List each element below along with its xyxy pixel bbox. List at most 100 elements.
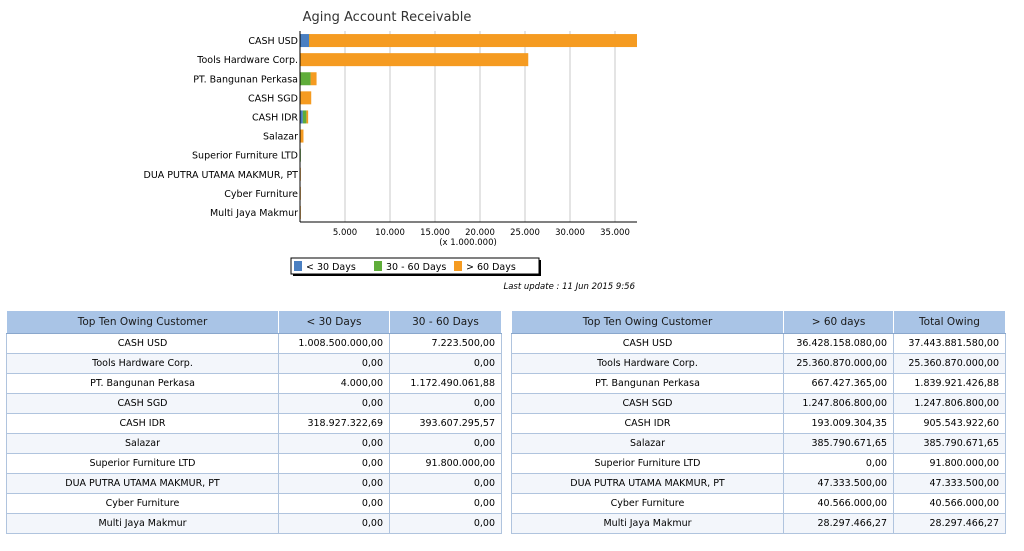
table-row: CASH IDR 318.927.322,69 393.607.295,57: [6, 413, 502, 434]
y-category-label: Superior Furniture LTD: [192, 151, 298, 162]
customer-cell: PT. Bangunan Perkasa: [511, 373, 784, 394]
bar-segment: [309, 34, 637, 48]
customer-cell: Tools Hardware Corp.: [511, 353, 784, 374]
amount-cell: 0,00: [389, 393, 502, 414]
x-tick-label: 15.000: [420, 228, 450, 238]
amount-cell: 47.333.500,00: [783, 473, 894, 494]
table-row: DUA PUTRA UTAMA MAKMUR, PT 0,00 0,00: [6, 473, 502, 494]
bar-segment: [300, 34, 310, 48]
column-header: > 60 days: [783, 310, 894, 334]
customer-cell: CASH IDR: [6, 413, 279, 434]
amount-cell: 1.008.500.000,00: [278, 333, 390, 354]
customer-cell: PT. Bangunan Perkasa: [6, 373, 279, 394]
bar-segment: [300, 91, 312, 105]
x-tick-label: 30.000: [555, 228, 585, 238]
table-row: Salazar 385.790.671,65 385.790.671,65: [511, 433, 1006, 454]
customer-cell: Multi Jaya Makmur: [6, 513, 279, 534]
amount-cell: 40.566.000,00: [783, 493, 894, 514]
amount-cell: 1.247.806.800,00: [893, 393, 1006, 414]
amount-cell: 318.927.322,69: [278, 413, 390, 434]
customer-cell: Salazar: [6, 433, 279, 454]
y-category-label: CASH USD: [248, 36, 298, 47]
table-row: Cyber Furniture 0,00 0,00: [6, 493, 502, 514]
amount-cell: 0,00: [389, 473, 502, 494]
bar-segment: [310, 72, 317, 86]
amount-cell: 193.009.304,35: [783, 413, 894, 434]
customer-cell: Cyber Furniture: [6, 493, 279, 514]
amount-cell: 25.360.870.000,00: [783, 353, 894, 374]
table-row: CASH SGD 1.247.806.800,00 1.247.806.800,00: [511, 393, 1006, 414]
bar-segment: [300, 53, 529, 67]
table-row: CASH USD 1.008.500.000,00 7.223.500,00: [6, 333, 502, 354]
bar-segment: [300, 72, 311, 86]
y-category-label: Cyber Furniture: [224, 189, 298, 200]
x-tick-label: 35.000: [600, 228, 630, 238]
aging-table-right: Top Ten Owing Customer > 60 days Total Owi…: [511, 310, 1006, 534]
amount-cell: 0,00: [389, 433, 502, 454]
customer-cell: CASH SGD: [511, 393, 784, 414]
x-tick-label: 20.000: [465, 228, 495, 238]
legend-swatch: [374, 261, 382, 271]
customer-cell: CASH USD: [511, 333, 784, 354]
legend-swatch: [454, 261, 462, 271]
table-row: Multi Jaya Makmur 28.297.466,27 28.297.466…: [511, 513, 1006, 534]
customer-cell: Salazar: [511, 433, 784, 454]
amount-cell: 667.427.365,00: [783, 373, 894, 394]
legend-label: < 30 Days: [306, 262, 356, 273]
table-row: CASH SGD 0,00 0,00: [6, 393, 502, 414]
table-row: Multi Jaya Makmur 0,00 0,00: [6, 513, 502, 534]
table-row: Superior Furniture LTD 0,00 91.800.000,00: [6, 453, 502, 474]
bar-segment: [302, 110, 307, 124]
aging-bar-chart: Aging Account Receivable 5.000 10.000 15.0…: [144, 10, 637, 292]
table-row: Tools Hardware Corp. 25.360.870.000,00 25.…: [511, 353, 1006, 374]
legend-label: > 60 Days: [466, 262, 516, 273]
column-header: Top Ten Owing Customer: [511, 310, 784, 334]
y-category-label: Multi Jaya Makmur: [210, 208, 298, 219]
amount-cell: 91.800.000,00: [893, 453, 1006, 474]
legend-box: [290, 257, 540, 275]
amount-cell: 1.839.921.426,88: [893, 373, 1006, 394]
amount-cell: 0,00: [278, 513, 390, 534]
table-row: DUA PUTRA UTAMA MAKMUR, PT 47.333.500,00 4…: [511, 473, 1006, 494]
table-row: PT. Bangunan Perkasa 667.427.365,00 1.839.…: [511, 373, 1006, 394]
legend-swatch: [294, 261, 302, 271]
amount-cell: 0,00: [389, 513, 502, 534]
amount-cell: 0,00: [278, 433, 390, 454]
x-tick-label: 25.000: [510, 228, 540, 238]
y-category-label: CASH SGD: [248, 93, 298, 104]
amount-cell: 37.443.881.580,00: [893, 333, 1006, 354]
customer-cell: Superior Furniture LTD: [6, 453, 279, 474]
amount-cell: 40.566.000,00: [893, 493, 1006, 514]
amount-cell: 0,00: [783, 453, 894, 474]
amount-cell: 28.297.466,27: [783, 513, 894, 534]
table-row: Cyber Furniture 40.566.000,00 40.566.000,0…: [511, 493, 1006, 514]
amount-cell: 1.247.806.800,00: [783, 393, 894, 414]
customer-cell: DUA PUTRA UTAMA MAKMUR, PT: [6, 473, 279, 494]
amount-cell: 0,00: [278, 353, 390, 374]
amount-cell: 7.223.500,00: [389, 333, 502, 354]
table-row: PT. Bangunan Perkasa 4.000,00 1.172.490.06…: [6, 373, 502, 394]
legend-label: 30 - 60 Days: [386, 262, 446, 273]
amount-cell: 4.000,00: [278, 373, 390, 394]
amount-cell: 47.333.500,00: [893, 473, 1006, 494]
table-row: Salazar 0,00 0,00: [6, 433, 502, 454]
amount-cell: 0,00: [278, 393, 390, 414]
bar-segment: [306, 110, 309, 124]
table-row: CASH IDR 193.009.304,35 905.543.922,60: [511, 413, 1006, 434]
customer-cell: Cyber Furniture: [511, 493, 784, 514]
column-header: < 30 Days: [278, 310, 390, 334]
customer-cell: CASH USD: [6, 333, 279, 354]
amount-cell: 393.607.295,57: [389, 413, 502, 434]
customer-cell: CASH IDR: [511, 413, 784, 434]
customer-cell: DUA PUTRA UTAMA MAKMUR, PT: [511, 473, 784, 494]
amount-cell: 1.172.490.061,88: [389, 373, 502, 394]
amount-cell: 0,00: [278, 493, 390, 514]
table-row: Tools Hardware Corp. 0,00 0,00: [6, 353, 502, 374]
y-category-label: PT. Bangunan Perkasa: [193, 74, 298, 85]
amount-cell: 385.790.671,65: [893, 433, 1006, 454]
aging-table-left: Top Ten Owing Customer < 30 Days 30 - 60 D…: [6, 310, 502, 534]
column-header: 30 - 60 Days: [389, 310, 502, 334]
x-tick-label: 10.000: [375, 228, 405, 238]
table-row: Superior Furniture LTD 0,00 91.800.000,00: [511, 453, 1006, 474]
column-header: Top Ten Owing Customer: [6, 310, 279, 334]
